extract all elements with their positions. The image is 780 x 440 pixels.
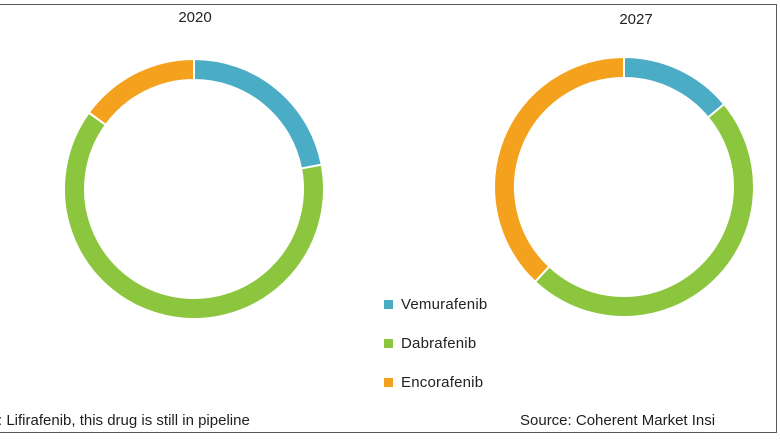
chart-title-2020: 2020 xyxy=(178,9,212,26)
footnote-source: Source: Coherent Market Insi xyxy=(520,412,716,429)
legend-item-vemurafenib: Vemurafenib xyxy=(384,294,487,314)
legend-label-dabrafenib: Dabrafenib xyxy=(401,334,477,352)
legend-swatch-vemurafenib xyxy=(384,299,393,309)
donut-slice-2020-encorafenib xyxy=(87,57,195,127)
donut-slice-2027-dabrafenib xyxy=(533,102,755,318)
legend-item-encorafenib: Encorafenib xyxy=(384,372,487,392)
legend-item-dabrafenib: Dabrafenib xyxy=(384,333,487,353)
donut-slice-2027-vemurafenib xyxy=(623,55,726,119)
donut-slice-2027-encorafenib xyxy=(493,55,625,284)
legend-swatch-encorafenib xyxy=(384,377,393,387)
chart-frame xyxy=(0,4,777,433)
legend-label-encorafenib: Encorafenib xyxy=(401,373,484,391)
footnote-pipeline-note: : Lifirafenib, this drug is still in pip… xyxy=(0,412,250,429)
chart-title-2027: 2027 xyxy=(619,11,653,28)
donut-slice-2020-vemurafenib xyxy=(193,57,323,170)
donut-slice-2020-dabrafenib xyxy=(63,111,325,320)
legend-swatch-dabrafenib xyxy=(384,338,393,348)
legend-label-vemurafenib: Vemurafenib xyxy=(401,295,488,313)
legend: Vemurafenib Dabrafenib Encorafenib xyxy=(384,294,487,411)
